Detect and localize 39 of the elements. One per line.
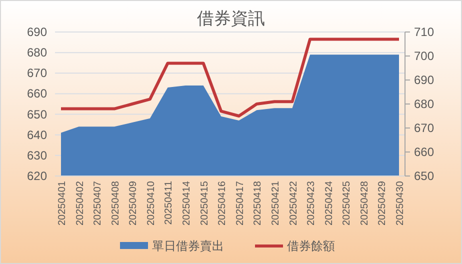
y2-tick-label: 670 xyxy=(414,121,434,135)
legend-label: 借券餘額 xyxy=(287,239,335,253)
x-tick-label: 20250415 xyxy=(199,180,210,226)
x-tick-label: 20250430 xyxy=(395,180,406,226)
y2-tick-label: 690 xyxy=(414,73,434,87)
x-tick-label: 20250423 xyxy=(306,180,318,226)
x-tick-label: 20250425 xyxy=(342,180,353,226)
x-tick-label: 20250401 xyxy=(57,180,68,226)
x-tick-label: 20250411 xyxy=(164,180,175,225)
chart-title: 借券資訊 xyxy=(197,9,265,28)
y2-tick-label: 700 xyxy=(414,49,434,63)
x-tick-label: 20250409 xyxy=(128,180,140,226)
x-tick-label: 20250407 xyxy=(92,180,104,226)
x-tick-label: 20250416 xyxy=(217,180,228,226)
y-tick-label: 620 xyxy=(26,169,48,183)
y-tick-label: 690 xyxy=(26,25,48,39)
x-tick-label: 20250414 xyxy=(182,180,193,226)
y-tick-label: 670 xyxy=(26,66,48,80)
x-tick-label: 20250421 xyxy=(270,180,282,226)
y-tick-label: 630 xyxy=(26,148,48,162)
y2-tick-label: 650 xyxy=(414,169,434,183)
y2-tick-label: 710 xyxy=(414,25,434,39)
x-tick-label: 20250402 xyxy=(74,180,86,226)
x-tick-label: 20250422 xyxy=(288,180,300,226)
x-tick-label: 20250408 xyxy=(110,180,122,226)
legend-label: 單日借券賣出 xyxy=(152,239,224,253)
x-tick-label: 20250418 xyxy=(252,180,264,226)
x-tick-label: 20250424 xyxy=(324,180,335,226)
y-tick-label: 640 xyxy=(26,128,48,142)
y-tick-label: 680 xyxy=(26,46,48,60)
y-tick-label: 660 xyxy=(26,86,48,101)
y2-tick-label: 680 xyxy=(414,97,434,111)
y-tick-label: 650 xyxy=(26,107,48,122)
x-tick-label: 20250410 xyxy=(146,180,157,226)
y2-tick-label: 660 xyxy=(414,145,434,159)
x-tick-label: 20250417 xyxy=(234,180,246,226)
x-tick-label: 20250428 xyxy=(359,180,370,226)
line-series xyxy=(60,38,400,118)
x-tick-label: 20250429 xyxy=(377,180,388,226)
